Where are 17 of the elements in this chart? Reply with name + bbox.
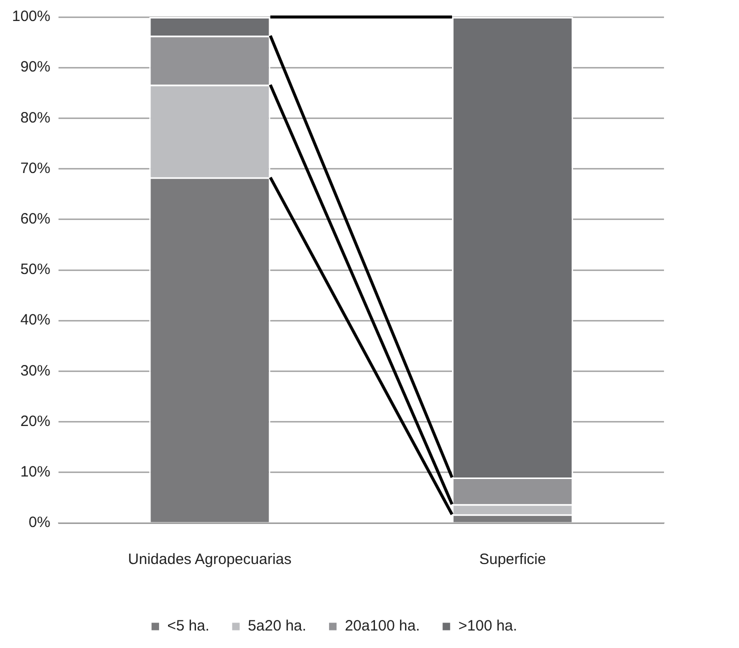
y-tick-label: 90%	[20, 58, 50, 76]
y-tick-label: 0%	[28, 514, 50, 532]
y-tick-label: 40%	[20, 312, 50, 329]
y-tick-label: 10%	[20, 464, 50, 481]
y-tick-label: 30%	[20, 362, 50, 380]
legend-label: >100 ha.	[458, 618, 518, 635]
x-tick-label: Unidades Agropecuarias	[128, 551, 292, 568]
y-tick-label: 100%	[12, 8, 50, 26]
y-tick-label: 70%	[20, 160, 50, 177]
y-tick-label: 20%	[20, 412, 50, 430]
y-tick-label: 50%	[20, 261, 50, 278]
y-tick-label: 60%	[20, 210, 50, 228]
x-tick-label: Superficie	[479, 551, 546, 568]
y-tick-label: 80%	[20, 109, 50, 126]
legend-label: 5a20 ha.	[248, 618, 306, 635]
legend-label: 20a100 ha.	[344, 618, 420, 635]
legend-label: <5 ha.	[167, 618, 210, 635]
